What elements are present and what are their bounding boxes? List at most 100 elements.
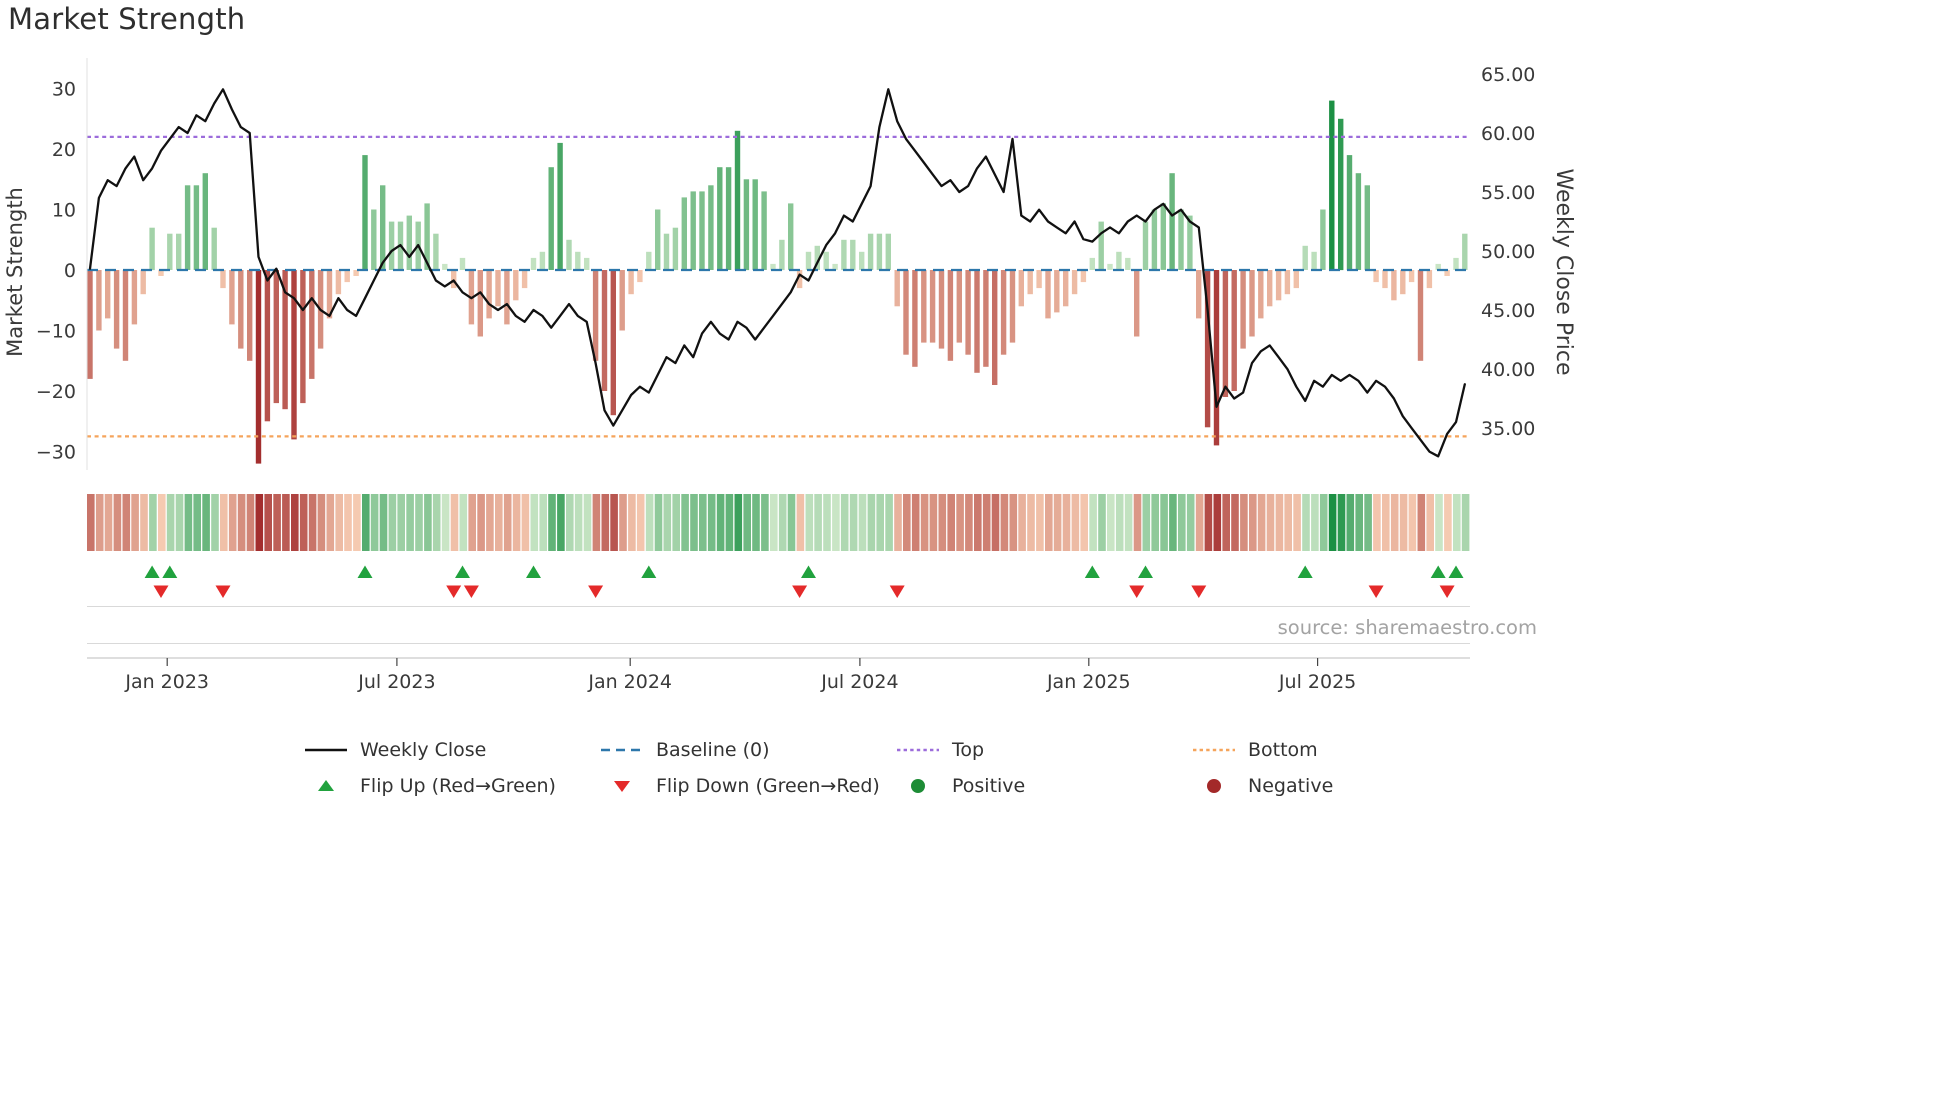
right-tick-label: 55.00: [1481, 182, 1535, 204]
heatmap-cell: [974, 494, 982, 551]
strength-bar: [1116, 251, 1122, 270]
heatmap-cell: [1098, 494, 1106, 551]
strength-bar: [282, 270, 288, 410]
right-tick-label: 50.00: [1481, 241, 1535, 263]
heatmap-cell: [654, 494, 663, 551]
heatmap-cell: [1319, 494, 1328, 551]
strength-bar: [344, 270, 350, 283]
heatmap-cell: [495, 494, 503, 551]
flip-up-marker: [1297, 565, 1313, 578]
heatmap-cell: [273, 494, 281, 551]
heatmap-cell: [770, 494, 778, 551]
heatmap-cell: [796, 494, 805, 551]
heatmap-cell: [761, 494, 769, 551]
strength-bar: [894, 270, 900, 307]
strength-bar: [451, 270, 457, 289]
strength-bar: [1426, 270, 1433, 289]
heatmap-cell: [982, 494, 991, 551]
strength-bar: [575, 251, 581, 270]
heatmap-cell: [920, 494, 929, 551]
strength-bar: [140, 270, 146, 295]
heatmap-cell: [477, 494, 485, 551]
strength-bar: [1382, 270, 1388, 289]
strength-bar: [495, 270, 501, 307]
heatmap-cell: [1293, 494, 1301, 551]
heatmap-cell: [228, 494, 237, 551]
heatmap-cell: [308, 494, 317, 551]
heatmap-cell: [814, 494, 822, 551]
left-tick-label: 20: [52, 139, 76, 161]
heatmap-cell: [1009, 494, 1018, 551]
heatmap-cell: [1302, 494, 1310, 551]
heatmap-cell: [193, 494, 201, 551]
right-tick-label: 65.00: [1481, 64, 1535, 86]
weekly-close-path: [88, 88, 1466, 458]
strength-bar: [557, 142, 563, 270]
negative-dot-icon: [1191, 777, 1237, 795]
strength-bar: [929, 270, 936, 343]
strength-bar: [380, 185, 386, 270]
heatmap-cell: [1240, 494, 1248, 551]
heatmap-cell: [938, 494, 947, 551]
x-tick-label: Jul 2024: [820, 671, 898, 693]
heatmap-cell: [1444, 494, 1452, 551]
left-tick-label: 30: [52, 78, 76, 100]
heatmap-cell: [716, 494, 725, 551]
strength-bar: [442, 263, 448, 270]
flip-up-marker: [144, 565, 160, 578]
strength-bar: [220, 270, 226, 289]
strength-bar: [1453, 257, 1459, 270]
heatmap-cell: [734, 494, 743, 551]
legend-item-bottom: Bottom: [1191, 736, 1487, 763]
strength-bar: [1258, 270, 1264, 319]
strength-bar: [1169, 173, 1175, 270]
heatmap-cell: [849, 494, 858, 551]
strength-bar: [1284, 270, 1291, 295]
heatmap-cell: [1373, 494, 1381, 551]
legend: Weekly Close Baseline (0) Top Bottom Fli…: [303, 736, 1487, 799]
heatmap-cell: [468, 494, 476, 551]
strength-bar: [548, 167, 554, 270]
heatmap-cell: [149, 494, 157, 551]
strength-bar: [176, 233, 182, 270]
strength-bar: [1098, 221, 1104, 270]
baseline-line-swatch: [599, 741, 645, 759]
strength-bar: [912, 270, 918, 367]
heatmap-cell: [122, 494, 131, 551]
strength-bar: [1338, 118, 1344, 271]
heatmap-cell: [672, 494, 680, 551]
heatmap-cell: [1107, 494, 1115, 551]
heatmap-cell: [344, 494, 352, 551]
top-line-swatch: [895, 741, 941, 759]
strength-bar: [539, 251, 546, 270]
bottom-line-swatch: [1191, 741, 1237, 759]
heatmap-cell: [1311, 494, 1319, 551]
right-tick-label: 60.00: [1481, 123, 1535, 145]
heatmap-cell: [246, 494, 255, 551]
heatmap-cell: [610, 494, 618, 551]
heatmap-cell: [1000, 494, 1009, 551]
heatmap-cell: [876, 494, 884, 551]
strength-bar: [1080, 270, 1087, 283]
strength-bar: [477, 270, 483, 337]
strength-bar: [796, 270, 803, 289]
strength-bar: [876, 233, 883, 270]
legend-item-negative: Negative: [1191, 772, 1487, 799]
strength-bar: [300, 270, 306, 404]
heatmap-cell: [823, 494, 831, 551]
flip-down-icon: [599, 777, 645, 795]
flip-down-marker: [463, 585, 479, 598]
heatmap-cell: [211, 494, 219, 551]
heatmap-cell: [1337, 494, 1346, 551]
heatmap-cell: [867, 494, 876, 551]
strength-bar: [335, 270, 342, 295]
strength-bar: [193, 185, 200, 270]
heatmap-cell: [778, 494, 787, 551]
heatmap-cell: [326, 494, 335, 551]
flip-down-marker: [588, 585, 604, 598]
heatmap-cell: [956, 494, 964, 551]
strength-bar: [1391, 270, 1397, 301]
strength-bar: [1107, 263, 1113, 270]
heatmap-cell: [1328, 494, 1337, 551]
flip-up-marker: [1084, 565, 1100, 578]
